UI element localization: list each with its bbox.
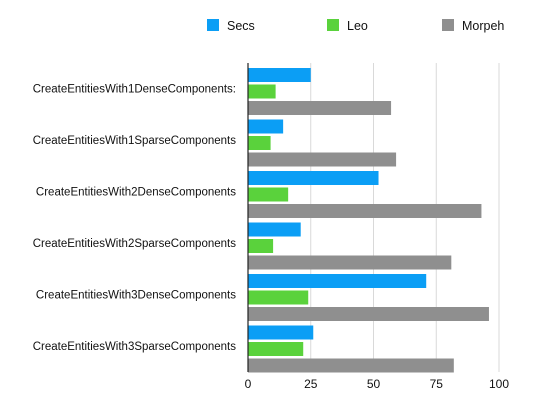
legend-label-morpeh: Morpeh bbox=[462, 19, 504, 33]
category-label: CreateEntitiesWith3DenseComponents bbox=[36, 290, 236, 302]
x-tick-label: 0 bbox=[245, 377, 252, 391]
bar-leo bbox=[248, 136, 271, 150]
legend: Secs Leo Morpeh bbox=[207, 19, 504, 33]
legend-label-leo: Leo bbox=[347, 19, 368, 33]
x-axis: 0 25 50 75 100 bbox=[245, 63, 509, 391]
x-tick-label: 75 bbox=[430, 377, 444, 391]
bar-secs bbox=[248, 325, 314, 340]
bar-secs bbox=[248, 119, 284, 134]
bar-secs bbox=[248, 171, 379, 185]
bar-morpeh bbox=[248, 255, 452, 270]
bar-leo bbox=[248, 342, 304, 356]
bar-leo bbox=[248, 187, 289, 202]
bar-morpeh bbox=[248, 204, 482, 218]
bar-secs bbox=[248, 274, 427, 288]
x-tick-label: 100 bbox=[489, 377, 509, 391]
bar-morpeh bbox=[248, 101, 392, 115]
bar-leo bbox=[248, 84, 276, 99]
bars bbox=[248, 68, 489, 373]
category-label: CreateEntitiesWith1SparseComponents bbox=[33, 135, 237, 147]
bar-morpeh bbox=[248, 358, 454, 373]
category-label: CreateEntitiesWith1DenseComponents: bbox=[33, 84, 236, 96]
category-labels: CreateEntitiesWith1DenseComponents: Creat… bbox=[33, 84, 237, 354]
legend-label-secs: Secs bbox=[227, 19, 255, 33]
bar-secs bbox=[248, 222, 301, 237]
bar-morpeh bbox=[248, 152, 397, 167]
category-label: CreateEntitiesWith2DenseComponents bbox=[36, 187, 236, 199]
bar-morpeh bbox=[248, 307, 489, 321]
x-tick-label: 50 bbox=[367, 377, 381, 391]
bar-secs bbox=[248, 68, 311, 82]
category-label: CreateEntitiesWith2SparseComponents bbox=[33, 238, 237, 250]
legend-swatch-morpeh bbox=[442, 19, 454, 31]
bar-leo bbox=[248, 290, 309, 305]
bar-leo bbox=[248, 239, 274, 253]
legend-swatch-leo bbox=[327, 19, 339, 31]
category-label: CreateEntitiesWith3SparseComponents bbox=[33, 341, 237, 353]
x-tick-label: 25 bbox=[304, 377, 318, 391]
legend-swatch-secs bbox=[207, 19, 219, 31]
